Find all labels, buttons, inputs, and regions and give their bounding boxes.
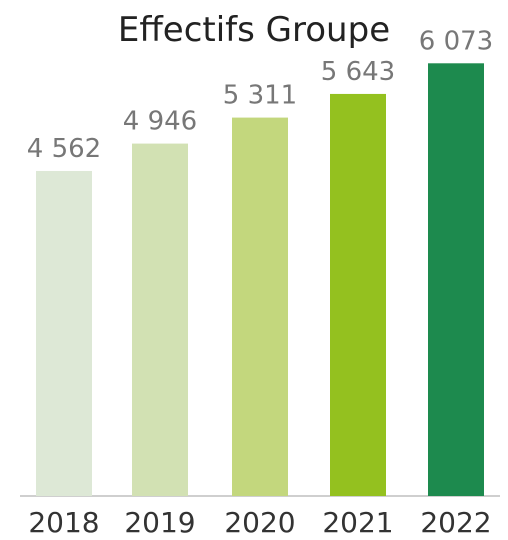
chart-title: Effectifs Groupe: [117, 10, 391, 50]
x-tick-label-2019: 2019: [124, 506, 195, 539]
bar-2022: [428, 63, 484, 496]
data-label-2022: 6 073: [419, 26, 493, 56]
bar-2021: [330, 93, 386, 496]
x-tick-label-2022: 2022: [420, 506, 491, 539]
data-label-2020: 5 311: [223, 81, 297, 111]
bar-2020: [232, 117, 288, 496]
data-label-2021: 5 643: [321, 57, 395, 87]
data-label-2019: 4 946: [123, 107, 197, 137]
x-tick-label-2018: 2018: [28, 506, 99, 539]
bar-2019: [132, 143, 188, 496]
data-label-2018: 4 562: [27, 134, 101, 164]
bar-2018: [36, 170, 92, 496]
x-tick-label-2020: 2020: [224, 506, 295, 539]
x-tick-label-2021: 2021: [322, 506, 393, 539]
